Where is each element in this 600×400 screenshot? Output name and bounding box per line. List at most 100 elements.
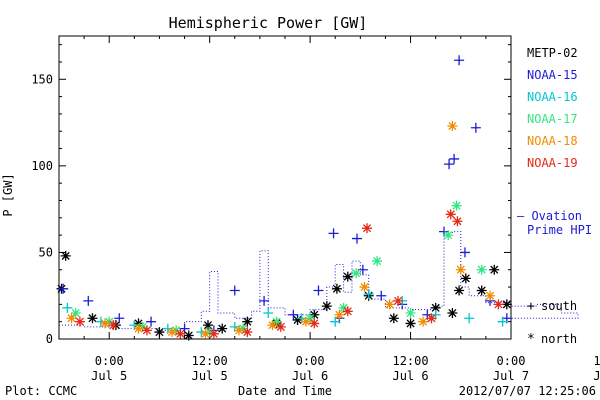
noaa-15-point [328,228,339,239]
noaa-19-point [242,327,253,338]
noaa-16-point [363,288,374,299]
noaa-15-point [229,285,240,296]
noaa-19-point [452,216,463,227]
noaa-18-point [384,299,395,310]
footer-timestamp: 2012/07/07 12:25:06 [459,384,596,398]
noaa-17-point [271,316,282,327]
metp-02-point [331,283,342,294]
metp-02-point [476,285,487,296]
noaa-19-point [493,299,504,310]
noaa-15-point [351,233,362,244]
metp-02-point [292,314,303,325]
noaa-15-point [454,55,465,66]
noaa-18-point [233,325,244,336]
noaa-17-point [305,313,316,324]
noaa-16-point [464,313,475,324]
metp-02-point [217,323,228,334]
metp-02-point [489,264,500,275]
noaa-17-point [137,321,148,332]
noaa-17-point [451,200,462,211]
noaa-18-point [100,318,111,329]
ovation-series [59,231,579,331]
metp-02-point [183,330,194,341]
metp-02-point [242,316,253,327]
marker-legend-symbol: * [527,332,535,347]
noaa-17-point [351,268,362,279]
metp-02-point [87,313,98,324]
noaa-15-point [459,247,470,258]
x-tick-date: Jul 7 [593,369,600,383]
plot-frame [58,35,512,340]
metp-02-point [501,299,512,310]
noaa-19-point [74,316,85,327]
noaa-18-point [267,320,278,331]
noaa-18-point [167,327,177,338]
noaa-18-point [447,121,458,132]
noaa-18-point [485,290,496,301]
y-tick-label: 150 [31,72,53,86]
noaa-15-point [444,159,455,170]
noaa-16-point [497,316,508,327]
noaa-19-point [175,328,186,339]
metp-02-point [460,273,471,284]
y-tick-label: 100 [31,159,53,173]
noaa-15-point [470,122,481,133]
chart-title: Hemispheric Power [GW] [169,14,368,32]
legend-entry: NOAA-17 [527,112,578,126]
legend-entry: NOAA-15 [527,68,578,82]
x-tick-date: Jul 6 [392,369,428,383]
marker-legend-label: north [541,332,577,346]
data-points [56,55,512,341]
footer-left: Plot: CCMC [5,384,77,398]
legend-entry: NOAA-18 [527,134,578,148]
y-tick-label: 50 [39,245,53,259]
metp-02-point [202,320,213,331]
noaa-19-point [275,321,286,332]
y-axis-label: P [GW] [1,173,15,216]
legend-entry: NOAA-19 [527,156,578,170]
x-tick-date: Jul 7 [493,369,529,383]
legend: METP-02 NOAA-15 NOAA-16 NOAA-17 NOAA-18 NOAA-… [517,46,592,347]
x-tick-label: 0:00 [95,354,124,368]
noaa-17-point [372,256,383,267]
noaa-15-point [179,323,190,334]
noaa-17-point [70,308,81,319]
noaa-15-point [376,290,387,301]
noaa-17-point [171,325,182,336]
noaa-15-point [146,316,157,327]
noaa-18-point [455,264,466,275]
noaa-17-point [204,327,215,338]
metp-02-point [321,301,332,312]
noaa-19-point [141,325,152,336]
noaa-16-point [62,302,73,313]
noaa-17-point [338,302,349,313]
noaa-17-point [405,308,416,319]
metp-02-point [60,250,71,261]
noaa-17-point [476,264,487,275]
noaa-18-point [334,309,345,320]
noaa-15-point [313,285,324,296]
noaa-19-point [309,318,320,329]
metp-02-point [342,271,353,282]
ovation-hpi-line [59,231,579,331]
noaa-17-point [104,316,115,327]
x-tick-label: 0:00 [296,354,325,368]
metp-02-point [133,318,144,329]
metp-02-point [405,318,416,329]
x-tick-label: 12:00 [192,354,228,368]
noaa-19-point [393,295,403,306]
noaa-18-point [359,282,370,293]
noaa-15-point [58,283,69,294]
legend-ovation-label: – Ovation [517,209,582,223]
noaa-18-point [418,316,429,327]
noaa-18-point [66,313,77,324]
y-axis-ticks: 0 50 100 150 [31,44,511,346]
legend-entry: NOAA-16 [527,90,578,104]
noaa-19-point [108,320,119,331]
metp-02-point [388,313,399,324]
noaa-17-point [443,230,454,241]
x-axis-label: Date and Time [238,384,332,398]
legend-ovation-label-2: Prime HPI [527,223,592,237]
